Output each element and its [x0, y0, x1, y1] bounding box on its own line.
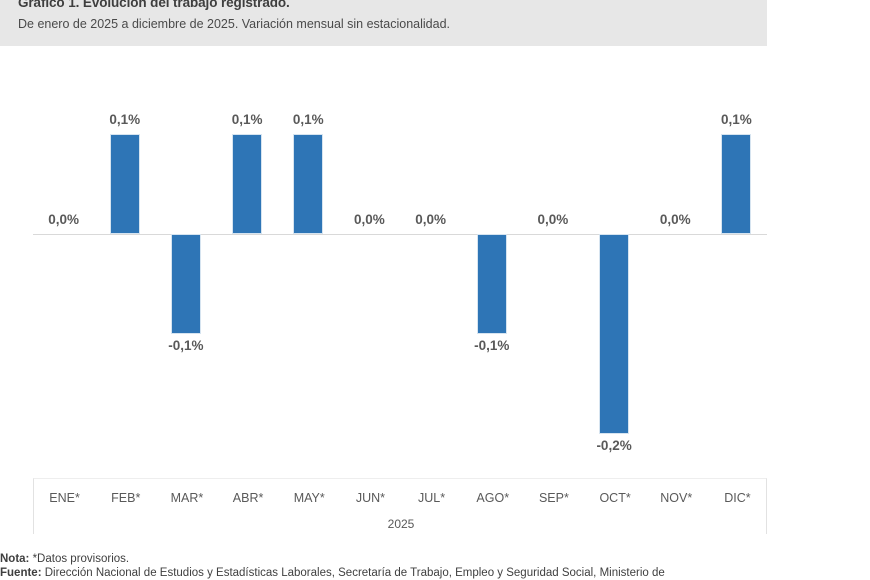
bar-value-label: -0,2%	[596, 438, 632, 453]
bar[interactable]	[109, 134, 140, 234]
page-title: Gráfico 1. Evolución del trabajo registr…	[18, 0, 290, 10]
bar-value-label: 0,0%	[415, 212, 446, 227]
bar-value-label: 0,0%	[48, 212, 79, 227]
category-label: OCT*	[599, 491, 631, 505]
bar-slot: 0,0%	[33, 60, 94, 478]
bar-slot: -0,1%	[461, 60, 522, 478]
bar-slot: 0,0%	[522, 60, 583, 478]
bar-slot: 0,1%	[217, 60, 278, 478]
note-label: Nota:	[0, 553, 30, 565]
category-label: FEB*	[111, 491, 141, 505]
bar-slot: 0,1%	[278, 60, 339, 478]
footnotes: Nota: *Datos provisorios. Fuente: Direcc…	[0, 552, 870, 580]
category-label: ABR*	[232, 491, 264, 505]
bar-slot: 0,0%	[645, 60, 706, 478]
axis-year-label: 2025	[387, 517, 415, 531]
bar[interactable]	[721, 134, 752, 234]
bar[interactable]	[293, 134, 324, 234]
bar-slot: -0,1%	[155, 60, 216, 478]
bar-value-label: 0,1%	[231, 112, 263, 127]
category-label: DIC*	[724, 491, 751, 505]
category-label: ENE*	[49, 491, 80, 505]
note-line: Nota: *Datos provisorios.	[0, 552, 870, 566]
category-label: JUL*	[418, 491, 446, 505]
bar-value-label: 0,1%	[292, 112, 324, 127]
bar-value-label: -0,1%	[168, 338, 204, 353]
bar-slot: -0,2%	[584, 60, 645, 478]
bar-slot: 0,0%	[400, 60, 461, 478]
bar-slot: 0,0%	[339, 60, 400, 478]
bar-value-label: 0,0%	[537, 212, 569, 227]
bar[interactable]	[599, 234, 630, 434]
source-label: Fuente:	[0, 567, 42, 579]
bar-value-label: 0,0%	[354, 212, 385, 227]
bar[interactable]	[232, 134, 263, 234]
source-text: Dirección Nacional de Estudios y Estadís…	[41, 567, 665, 579]
chart-plot-area: 0,0% 0,1% -0,1% 0,1% 0,1% 0,0% 0,0% -0,1% 0,0% -0…	[33, 60, 767, 478]
bar-value-label: 0,1%	[721, 112, 752, 127]
bar-value-label: 0,0%	[659, 212, 691, 227]
source-line: Fuente: Dirección Nacional de Estudios y…	[0, 566, 870, 580]
category-label: SEP*	[538, 491, 569, 505]
category-label: NOV*	[660, 491, 693, 505]
chart-header-band: Gráfico 1. Evolución del trabajo registr…	[0, 0, 767, 46]
bar-slot: 0,1%	[94, 60, 155, 478]
bar-value-label: 0,1%	[109, 112, 141, 127]
bar[interactable]	[476, 234, 507, 334]
bar-slot: 0,1%	[706, 60, 767, 478]
note-text: *Datos provisorios.	[29, 553, 130, 565]
category-axis-band: ENE* FEB* MAR* ABR* MAY* JUN* JUL* AGO* SEP* OCT*…	[33, 478, 767, 534]
category-label: MAY*	[293, 491, 325, 505]
category-label: JUN*	[355, 491, 385, 505]
bar-value-label: -0,1%	[474, 338, 510, 353]
category-label: MAR*	[170, 491, 204, 505]
chart-subtitle: De enero de 2025 a diciembre de 2025. Va…	[18, 17, 450, 31]
zero-axis-line	[33, 234, 767, 235]
category-label: AGO*	[476, 491, 510, 505]
bar[interactable]	[170, 234, 201, 334]
